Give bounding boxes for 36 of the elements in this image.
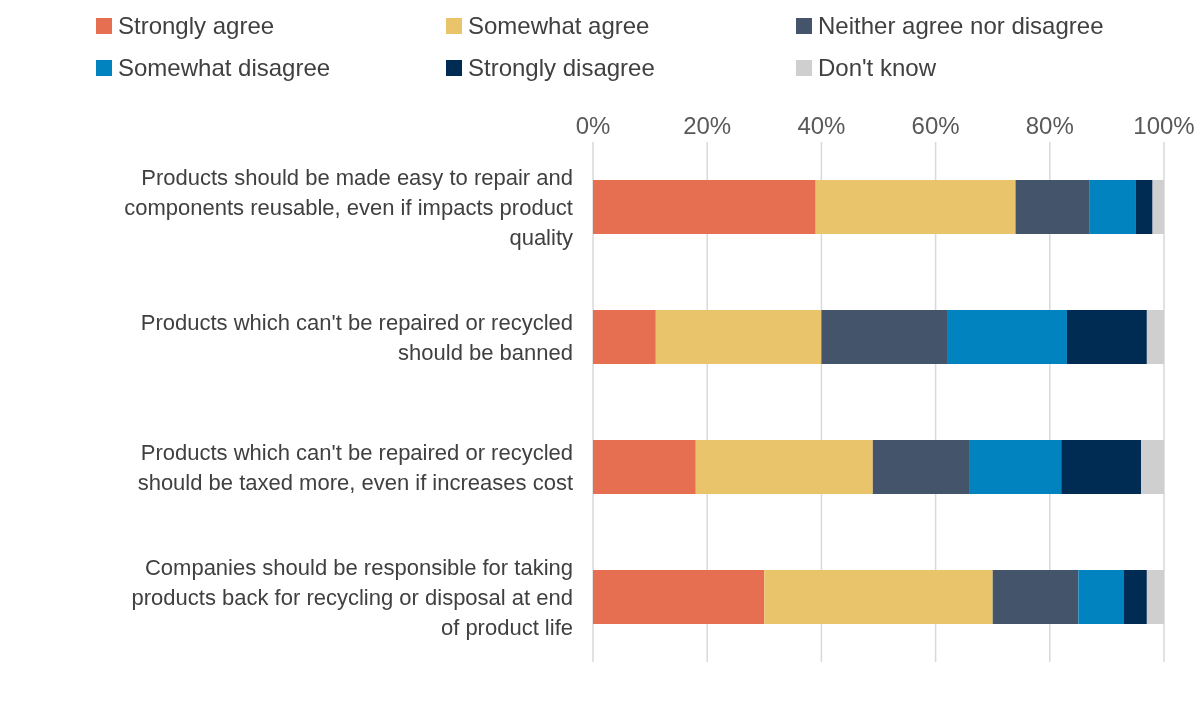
bar [1135, 180, 1153, 234]
bar [1078, 570, 1125, 624]
bar [1066, 310, 1147, 364]
legend-label: Somewhat disagree [118, 54, 331, 82]
bar [593, 570, 765, 624]
legend-label: Somewhat agree [468, 12, 650, 40]
x-tick-label: 0% [575, 112, 611, 139]
bar [1061, 440, 1142, 494]
x-tick-label: 80% [1025, 112, 1074, 139]
bar [764, 570, 993, 624]
legend-label: Strongly agree [118, 12, 275, 40]
bar [1015, 180, 1090, 234]
x-tick-label: 20% [683, 112, 732, 139]
bar [821, 310, 948, 364]
bar [1124, 570, 1147, 624]
bar [947, 310, 1067, 364]
x-tick-label: 40% [797, 112, 846, 139]
bar [815, 180, 1016, 234]
y-tick-label: Products which can't be repaired or recycled should be taxed more, even if increases cost [137, 439, 573, 495]
bar [969, 440, 1062, 494]
y-tick-label: Companies should be responsible for taking products back for recycling or disposal at end of product life [131, 554, 573, 640]
bar [593, 440, 696, 494]
bar [1089, 180, 1136, 234]
bar [593, 180, 816, 234]
legend-label: Don't know [818, 54, 936, 82]
y-tick-label: Products should be made easy to repair and components reusable, even if impacts product quality [124, 164, 573, 250]
bar [655, 310, 822, 364]
y-tick-label: Products which can't be repaired or recycled should be banned [140, 309, 573, 365]
x-tick-label: 100% [1133, 112, 1195, 139]
bar [695, 440, 873, 494]
legend-label: Strongly disagree [468, 54, 655, 82]
x-tick-label: 60% [911, 112, 960, 139]
bar [593, 310, 656, 364]
bar [872, 440, 970, 494]
bar [992, 570, 1079, 624]
legend-label: Neither agree nor disagree [818, 12, 1104, 40]
